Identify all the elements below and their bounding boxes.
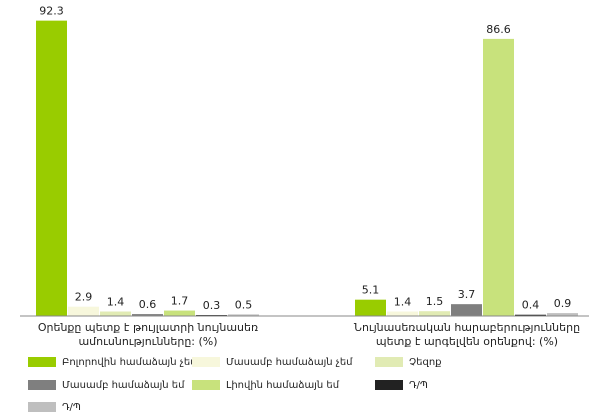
legend-label: Չեզոք [409,357,442,368]
value-label: 0.4 [522,299,540,312]
value-label: 0.5 [235,298,253,311]
value-label: 3.7 [458,288,476,301]
legend-label: Մասամբ համաձայն եմ [62,380,185,391]
bar [132,314,163,316]
x-tick-label: Օրենքը պետք է թույլատրի նույնասեռ ամուսն… [37,321,259,348]
legend-swatch [375,380,403,390]
bar [68,306,99,316]
bar [228,314,259,316]
value-label: 2.9 [75,291,93,304]
bar [387,311,418,316]
bar [100,311,131,316]
legend-swatch [192,380,220,390]
legend-swatch [192,357,220,367]
bar [451,304,482,316]
value-label: 1.4 [394,296,412,309]
bar [515,314,546,316]
legend-swatch [28,402,56,412]
legend-label: Լիովին համաձայն եմ [226,380,340,391]
value-label: 1.4 [107,296,125,309]
bar [355,299,386,316]
value-label: 0.6 [139,298,157,311]
value-label: 0.9 [554,297,572,310]
value-label: 86.6 [486,23,511,36]
legend-swatch [28,380,56,390]
legend-swatch [375,357,403,367]
legend-label: Բոլորովին համաձայն չեմ [62,357,197,368]
legend-label: Մասամբ համաձայն չեմ [226,357,353,368]
legend-label: Դ/Պ [409,380,428,391]
value-label: 1.7 [171,295,189,308]
value-label: 5.1 [362,284,380,297]
bar [164,310,195,316]
x-tick-label: Նույնասեռական հարաբերությունները պետք է … [353,321,581,348]
bar [36,20,67,316]
bar [419,311,450,316]
value-label: 1.5 [426,295,444,308]
value-label: 0.3 [203,299,221,312]
bar [483,38,514,316]
bar [547,313,578,316]
legend-swatch [28,357,56,367]
value-label: 92.3 [39,5,64,18]
legend-label: Դ/Պ [62,402,81,413]
